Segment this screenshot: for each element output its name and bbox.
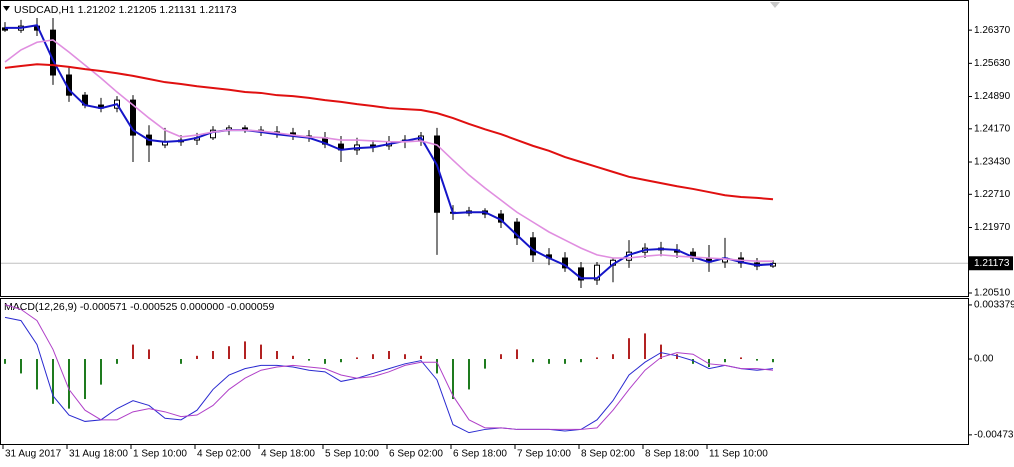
histogram-bar	[324, 359, 326, 364]
y-tick-label: 1.21970	[974, 222, 1011, 233]
histogram-bar	[436, 359, 438, 374]
histogram-bar	[52, 359, 54, 404]
histogram-bar	[100, 359, 102, 385]
histogram-bar	[500, 354, 502, 360]
histogram-bar	[148, 349, 150, 360]
moving-average	[4, 63, 774, 201]
x-tick-label: 31 Aug 18:00	[69, 449, 128, 460]
histogram-bar	[548, 359, 550, 364]
x-tick-label: 1 Sep 10:00	[133, 449, 187, 460]
histogram-bar	[356, 357, 358, 360]
histogram-bar	[212, 351, 214, 360]
candle-body	[594, 264, 600, 281]
histogram-bar	[420, 355, 422, 360]
histogram-bar	[676, 354, 678, 360]
histogram-bar	[692, 359, 694, 364]
candle-body	[50, 29, 56, 76]
histogram-bar	[180, 359, 182, 364]
x-tick-label: 8 Sep 02:00	[581, 449, 635, 460]
histogram-bar	[516, 349, 518, 360]
histogram-bar	[756, 359, 758, 361]
histogram-bar	[772, 359, 774, 363]
histogram-bar	[68, 359, 70, 409]
histogram-bar	[132, 344, 134, 360]
histogram-bar	[628, 338, 630, 360]
macd-line	[4, 304, 774, 430]
x-tick-label: 8 Sep 18:00	[645, 449, 699, 460]
x-tick-label: 6 Sep 02:00	[389, 449, 443, 460]
y-tick-label: 1.26370	[974, 25, 1011, 36]
histogram-bar	[740, 357, 742, 360]
histogram-bar	[468, 359, 470, 390]
histogram-bar	[532, 359, 534, 363]
x-tick-label: 7 Sep 10:00	[517, 449, 571, 460]
histogram-bar	[84, 359, 86, 400]
candle-body	[562, 257, 568, 269]
y-tick-label: 1.24170	[974, 123, 1011, 134]
candle-body	[514, 221, 520, 239]
shift-marker	[770, 2, 780, 8]
y-tick-label: 0.003379	[974, 300, 1014, 311]
histogram-bar	[228, 346, 230, 360]
candle-body	[578, 267, 584, 281]
y-tick-label: -0.004739	[974, 430, 1014, 441]
histogram-bar	[660, 344, 662, 360]
y-tick-label: 1.25630	[974, 58, 1011, 69]
histogram-bar	[292, 355, 294, 360]
x-tick-label: 6 Sep 18:00	[453, 449, 507, 460]
y-tick-label: 0.00	[974, 354, 994, 365]
histogram-bar	[564, 359, 566, 364]
moving-average	[5, 24, 774, 280]
histogram-bar	[644, 333, 646, 360]
macd-panel	[0, 298, 969, 445]
histogram-bar	[484, 359, 486, 369]
x-tick-label: 5 Sep 10:00	[325, 449, 379, 460]
histogram-bar	[372, 354, 374, 360]
last-price-label: 1.21173	[974, 258, 1010, 269]
histogram-bar	[4, 359, 6, 364]
y-tick-label: 1.24890	[974, 91, 1011, 102]
x-tick-label: 31 Aug 2017	[5, 449, 62, 460]
moving-average	[4, 39, 773, 262]
histogram-bar	[452, 359, 454, 400]
histogram-bar	[308, 359, 310, 361]
histogram-bar	[276, 351, 278, 360]
histogram-bar	[20, 359, 22, 374]
histogram-bar	[404, 354, 406, 360]
histogram-bar	[708, 359, 710, 368]
x-tick-label: 11 Sep 10:00	[709, 449, 768, 460]
y-tick-label: 1.22710	[974, 189, 1011, 200]
macd-line	[4, 316, 774, 434]
histogram-bar	[244, 341, 246, 360]
chart-title: USDCAD,H1 1.21202 1.21205 1.21131 1.2117…	[14, 4, 237, 16]
indicator-title: MACD(12,26,9) -0.000571 -0.000525 0.0000…	[4, 301, 274, 313]
histogram-bar	[724, 359, 726, 363]
histogram-bar	[596, 357, 598, 360]
x-tick-label: 4 Sep 18:00	[261, 449, 315, 460]
histogram-bar	[388, 351, 390, 360]
main-panel	[0, 0, 969, 297]
x-tick-label: 4 Sep 02:00	[197, 449, 251, 460]
candle-body	[370, 144, 376, 147]
candle-body	[210, 129, 216, 139]
histogram-bar	[260, 344, 262, 360]
candle-body	[130, 99, 136, 136]
candle-body	[530, 237, 536, 256]
histogram-bar	[36, 359, 38, 390]
histogram-bar	[580, 359, 582, 363]
y-tick-label: 1.20510	[974, 288, 1011, 299]
histogram-bar	[612, 354, 614, 360]
y-tick-label: 1.23430	[974, 157, 1011, 168]
last-price-box	[969, 256, 1013, 271]
histogram-bar	[116, 359, 118, 364]
menu-arrow[interactable]	[3, 6, 10, 11]
histogram-bar	[196, 355, 198, 360]
histogram-bar	[340, 359, 342, 363]
